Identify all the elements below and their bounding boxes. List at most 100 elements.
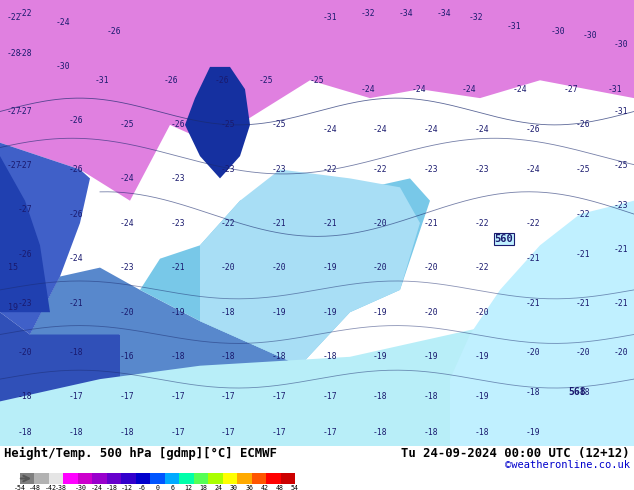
Text: -19: -19 xyxy=(474,352,489,361)
Text: -25: -25 xyxy=(576,165,591,174)
Polygon shape xyxy=(120,178,430,446)
Text: -21: -21 xyxy=(614,245,629,254)
Text: -19: -19 xyxy=(474,392,489,401)
Text: -17: -17 xyxy=(170,428,185,437)
Bar xyxy=(266,473,280,484)
Bar xyxy=(237,473,252,484)
Text: -27: -27 xyxy=(18,205,33,214)
Text: -19: -19 xyxy=(322,263,337,272)
Bar xyxy=(179,473,193,484)
Bar xyxy=(223,473,237,484)
Text: -18: -18 xyxy=(322,352,337,361)
Text: -24: -24 xyxy=(525,165,540,174)
Text: -20: -20 xyxy=(18,348,33,357)
Text: 0: 0 xyxy=(155,485,160,490)
Text: -22: -22 xyxy=(322,165,337,174)
Text: 24: 24 xyxy=(215,485,223,490)
Text: -23: -23 xyxy=(614,201,629,210)
Text: -21: -21 xyxy=(424,219,439,227)
Text: -18: -18 xyxy=(271,352,287,361)
Text: -17: -17 xyxy=(119,392,134,401)
Text: -23: -23 xyxy=(424,165,439,174)
Text: -18: -18 xyxy=(106,485,118,490)
Text: -20: -20 xyxy=(373,263,388,272)
Text: -25: -25 xyxy=(221,121,236,129)
Text: -25: -25 xyxy=(309,76,325,85)
Bar xyxy=(20,473,34,484)
Text: -20: -20 xyxy=(525,348,540,357)
Text: -26: -26 xyxy=(576,121,591,129)
Text: -32: -32 xyxy=(468,13,483,23)
Text: -18: -18 xyxy=(474,428,489,437)
Text: -19: -19 xyxy=(322,308,337,317)
Text: -20: -20 xyxy=(576,348,591,357)
Text: -17: -17 xyxy=(322,392,337,401)
Text: -18: -18 xyxy=(576,388,591,397)
Text: -21: -21 xyxy=(525,254,540,263)
Text: -27: -27 xyxy=(6,107,21,116)
Text: -19: -19 xyxy=(170,308,185,317)
Text: -20: -20 xyxy=(271,263,287,272)
Text: 560: 560 xyxy=(495,234,514,244)
Bar xyxy=(165,473,179,484)
Text: 12: 12 xyxy=(184,485,192,490)
Text: -26: -26 xyxy=(164,76,179,85)
Text: -21: -21 xyxy=(614,299,629,308)
Text: -22: -22 xyxy=(18,9,33,18)
Text: -22: -22 xyxy=(373,165,388,174)
Text: -25: -25 xyxy=(271,121,287,129)
Text: -34: -34 xyxy=(436,9,451,18)
Text: -21: -21 xyxy=(271,219,287,227)
Text: 568: 568 xyxy=(568,388,586,397)
Text: 6: 6 xyxy=(171,485,175,490)
Text: -18: -18 xyxy=(68,428,84,437)
Text: -20: -20 xyxy=(474,308,489,317)
Text: -20: -20 xyxy=(373,219,388,227)
Text: -42: -42 xyxy=(44,485,56,490)
Text: -18: -18 xyxy=(424,428,439,437)
Text: -19: -19 xyxy=(271,308,287,317)
Text: -26: -26 xyxy=(18,250,33,259)
Text: -31: -31 xyxy=(506,22,521,31)
Text: -18: -18 xyxy=(221,352,236,361)
Bar xyxy=(208,473,223,484)
Polygon shape xyxy=(0,143,90,335)
Text: 48: 48 xyxy=(276,485,284,490)
Text: -17: -17 xyxy=(221,428,236,437)
Polygon shape xyxy=(185,67,250,178)
Text: -18: -18 xyxy=(424,392,439,401)
Text: -12: -12 xyxy=(121,485,133,490)
Text: -16: -16 xyxy=(119,352,134,361)
Text: -31: -31 xyxy=(322,13,337,23)
Text: -22: -22 xyxy=(474,263,489,272)
Text: -26: -26 xyxy=(214,76,230,85)
Text: -21: -21 xyxy=(525,299,540,308)
Text: -18: -18 xyxy=(373,428,388,437)
Text: Height/Temp. 500 hPa [gdmp][°C] ECMWF: Height/Temp. 500 hPa [gdmp][°C] ECMWF xyxy=(4,447,277,460)
Text: -26: -26 xyxy=(525,125,540,134)
Text: -24: -24 xyxy=(119,219,134,227)
Bar xyxy=(150,473,165,484)
Text: -18: -18 xyxy=(18,392,33,401)
Bar xyxy=(107,473,121,484)
Text: -24: -24 xyxy=(119,174,134,183)
Text: -20: -20 xyxy=(424,308,439,317)
Text: -30: -30 xyxy=(75,485,87,490)
Text: -25: -25 xyxy=(119,121,134,129)
Text: -19: -19 xyxy=(424,352,439,361)
Text: -23: -23 xyxy=(221,165,236,174)
Text: -30: -30 xyxy=(56,62,71,72)
Text: -26: -26 xyxy=(170,121,185,129)
Polygon shape xyxy=(450,201,634,446)
Polygon shape xyxy=(0,0,634,201)
Text: -31: -31 xyxy=(614,107,629,116)
Text: -24: -24 xyxy=(512,85,527,94)
Bar xyxy=(78,473,93,484)
Text: ©weatheronline.co.uk: ©weatheronline.co.uk xyxy=(505,460,630,470)
Text: -38: -38 xyxy=(55,485,67,490)
Text: -28: -28 xyxy=(6,49,21,58)
Polygon shape xyxy=(200,170,420,366)
Text: -17: -17 xyxy=(170,392,185,401)
Text: -18: -18 xyxy=(170,352,185,361)
Text: -18: -18 xyxy=(525,388,540,397)
